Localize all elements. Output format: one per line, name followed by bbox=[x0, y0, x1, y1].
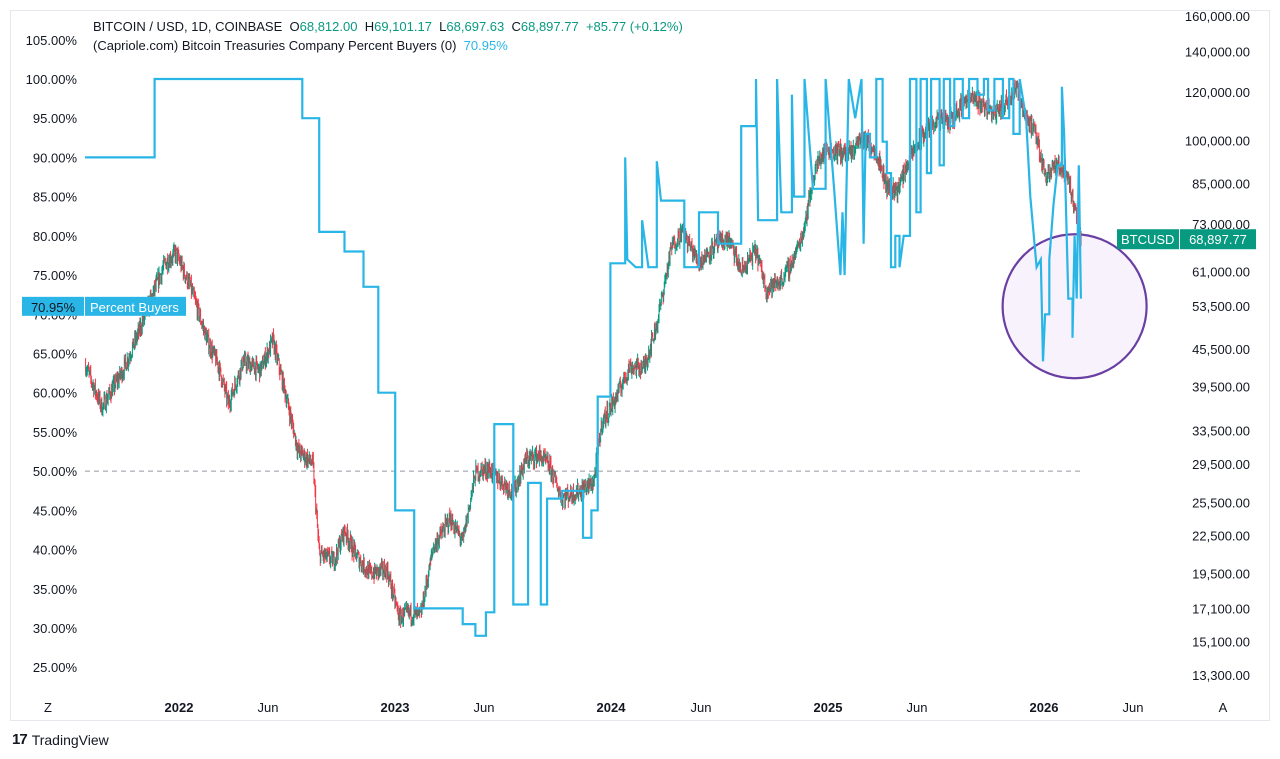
left-axis-tick: 80.00% bbox=[33, 229, 78, 244]
left-axis-tick: 45.00% bbox=[33, 503, 78, 518]
symbol-legend[interactable]: BITCOIN / USD, 1D, COINBASE O68,812.00 H… bbox=[93, 19, 683, 34]
btc-name-tag: BTCUSD bbox=[1121, 232, 1174, 247]
axis-button-a[interactable]: A bbox=[1219, 700, 1228, 715]
right-axis-tick: 61,000.00 bbox=[1192, 264, 1250, 279]
time-tick: 2023 bbox=[381, 700, 410, 715]
low-label: L bbox=[439, 19, 447, 34]
right-axis-tick: 33,500.00 bbox=[1192, 423, 1250, 438]
btc-name-tag-bg bbox=[1117, 229, 1179, 250]
chart-frame[interactable] bbox=[10, 10, 1270, 721]
right-axis-tick: 53,500.00 bbox=[1192, 299, 1250, 314]
right-axis-tick: 19,500.00 bbox=[1192, 567, 1250, 582]
left-axis-tick: 50.00% bbox=[33, 464, 78, 479]
change-value: +85.77 (+0.12%) bbox=[585, 19, 683, 34]
left-axis-tick: 95.00% bbox=[33, 111, 78, 126]
right-axis-tick: 17,100.00 bbox=[1192, 601, 1250, 616]
time-tick: 2025 bbox=[814, 700, 843, 715]
close-value: 68,897.77 bbox=[520, 19, 579, 34]
right-axis-tick: 25,500.00 bbox=[1192, 496, 1250, 511]
right-axis-tick: 22,500.00 bbox=[1192, 529, 1250, 544]
left-axis-tick: 105.00% bbox=[26, 33, 78, 48]
indicator-legend[interactable]: (Capriole.com) Bitcoin Treasuries Compan… bbox=[93, 38, 508, 53]
left-axis-tick: 60.00% bbox=[33, 386, 78, 401]
time-tick: 2026 bbox=[1030, 700, 1059, 715]
left-axis-tick: 65.00% bbox=[33, 347, 78, 362]
close-label: C bbox=[511, 19, 521, 34]
right-axis-tick: 100,000.00 bbox=[1185, 134, 1250, 149]
btc-price-tag-bg bbox=[1180, 229, 1256, 250]
right-axis-tick: 140,000.00 bbox=[1185, 44, 1250, 59]
indicator-value-tag-bg bbox=[22, 296, 84, 316]
highlight-circle bbox=[1001, 233, 1148, 380]
left-axis-tick: 35.00% bbox=[33, 582, 78, 597]
indicator-name: (Capriole.com) Bitcoin Treasuries Compan… bbox=[93, 38, 457, 53]
high-label: H bbox=[364, 19, 375, 34]
high-value: 69,101.17 bbox=[374, 19, 432, 34]
right-axis-tick: 13,300.00 bbox=[1192, 668, 1250, 683]
open-value: 68,812.00 bbox=[299, 19, 358, 34]
percent-buyers-series bbox=[85, 77, 1082, 637]
time-tick: Jun bbox=[907, 700, 928, 715]
time-tick: 2022 bbox=[165, 700, 194, 715]
time-tick: 2024 bbox=[597, 700, 627, 715]
left-axis-tick: 100.00% bbox=[26, 72, 78, 87]
right-axis-tick: 15,100.00 bbox=[1192, 634, 1250, 649]
right-axis-tick: 85,000.00 bbox=[1192, 177, 1250, 192]
right-price-axis[interactable]: 160,000.00 140,000.00 120,000.00 100,000.00… bbox=[1185, 9, 1250, 683]
tradingview-brand: TradingView bbox=[31, 731, 109, 748]
btc-price-tag: 68,897.77 bbox=[1189, 232, 1247, 247]
axis-button-bg bbox=[38, 697, 58, 717]
time-tick: Jun bbox=[1123, 700, 1144, 715]
indicator-name-tag: Percent Buyers bbox=[90, 300, 179, 315]
percent-buyers-line bbox=[85, 77, 1082, 637]
time-tick: Jun bbox=[474, 700, 495, 715]
symbol-name: BITCOIN / USD, 1D, COINBASE bbox=[93, 19, 283, 34]
right-axis-tick: 29,500.00 bbox=[1192, 457, 1250, 472]
left-axis-tick: 55.00% bbox=[33, 425, 78, 440]
right-axis-tick: 39,500.00 bbox=[1192, 380, 1250, 395]
value-tags: 70.95% Percent Buyers BTCUSD 68,897.77 bbox=[22, 229, 1256, 316]
time-tick: Jun bbox=[258, 700, 279, 715]
left-axis-tick: 75.00% bbox=[33, 268, 78, 283]
btc-candles bbox=[85, 79, 1082, 628]
right-axis-tick: 73,000.00 bbox=[1192, 217, 1250, 232]
left-axis-tick: 25.00% bbox=[33, 660, 78, 675]
axis-button-z[interactable]: Z bbox=[44, 700, 52, 715]
tradingview-logo-icon: 17 bbox=[12, 731, 28, 748]
left-axis-tick: 40.00% bbox=[33, 543, 78, 558]
indicator-value-tag: 70.95% bbox=[31, 300, 76, 315]
left-price-axis[interactable]: 105.00% 100.00% 95.00% 90.00% 85.00% 80.00% 75… bbox=[26, 33, 78, 675]
tradingview-footer[interactable]: 17 TradingView bbox=[12, 731, 109, 748]
indicator-name-tag-bg bbox=[85, 296, 186, 316]
time-tick: Jun bbox=[691, 700, 712, 715]
right-axis-tick: 45,500.00 bbox=[1192, 342, 1250, 357]
low-value: 68,697.63 bbox=[446, 19, 505, 34]
left-axis-tick: 85.00% bbox=[33, 190, 78, 205]
left-axis-tick: 30.00% bbox=[33, 621, 78, 636]
indicator-value: 70.95% bbox=[463, 38, 508, 53]
left-axis-tick: 90.00% bbox=[33, 150, 78, 165]
annotations bbox=[1001, 233, 1148, 380]
open-label: O bbox=[289, 19, 300, 34]
axis-button-bg bbox=[1213, 697, 1233, 717]
right-axis-tick: 120,000.00 bbox=[1185, 85, 1250, 100]
time-axis[interactable]: Z 2022 Jun 2023 Jun 2024 Jun 2025 Jun 2026 Jun A bbox=[38, 697, 1233, 717]
right-axis-tick: 160,000.00 bbox=[1185, 9, 1250, 24]
